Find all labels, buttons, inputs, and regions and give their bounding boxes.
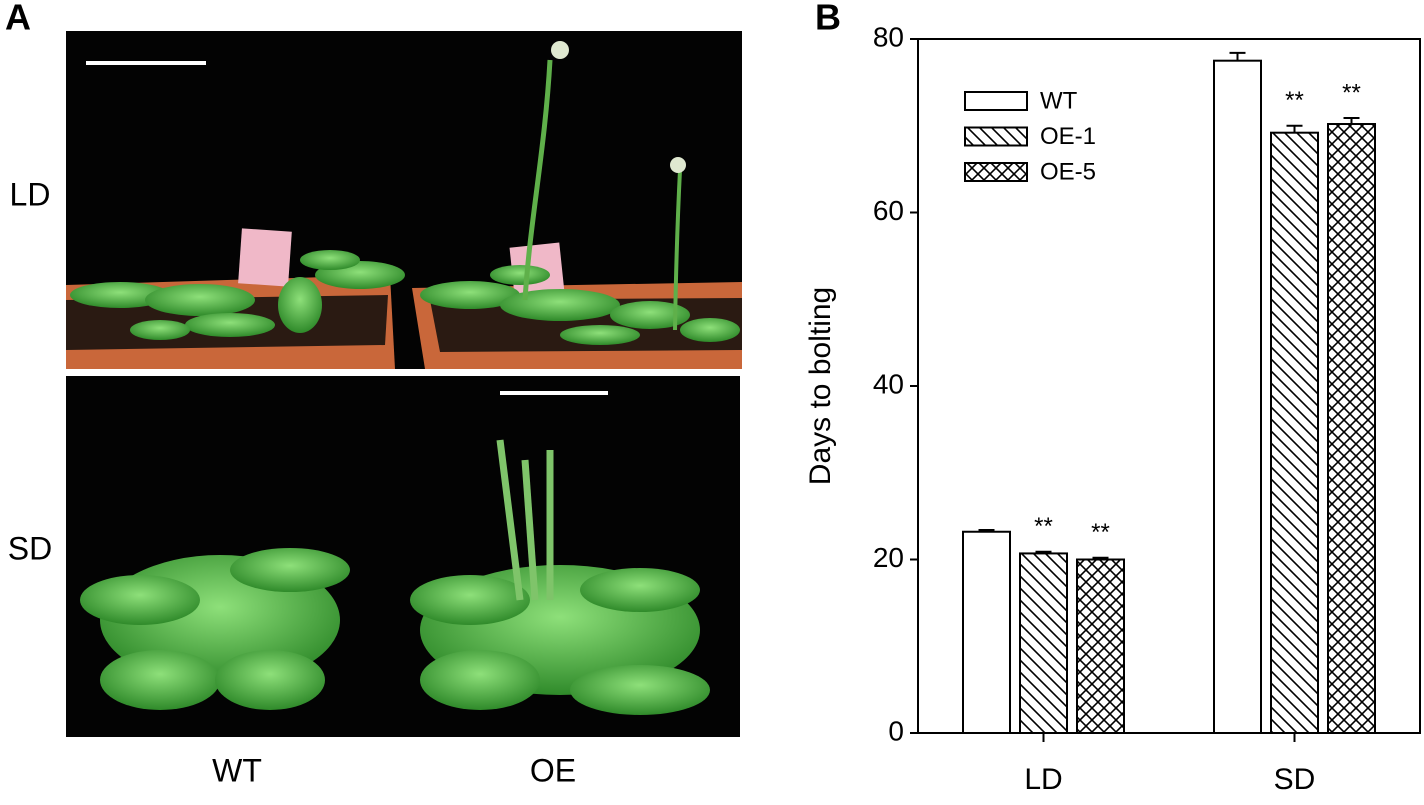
legend-label: WT (1040, 87, 1078, 114)
significance-label: ** (1285, 87, 1304, 114)
y-tick-label: 0 (888, 715, 904, 746)
error-bar (978, 529, 995, 532)
significance-label: ** (1091, 519, 1110, 546)
significance-label: ** (1034, 513, 1053, 540)
error-bar (1229, 51, 1246, 61)
y-tick-label: 40 (873, 368, 904, 399)
error-bar (1092, 556, 1109, 560)
bar (1213, 59, 1262, 734)
row-label: SD (8, 530, 52, 566)
legend-label: OE-1 (1040, 123, 1096, 150)
bar (1019, 552, 1068, 734)
y-tick-label: 60 (873, 195, 904, 226)
error-bar (1286, 124, 1303, 133)
panel-label: A (5, 0, 31, 38)
bar (1076, 558, 1125, 734)
legend-swatch (964, 162, 1028, 182)
error-bar (1343, 116, 1360, 125)
bar (962, 530, 1011, 734)
x-tick-label: SD (1274, 763, 1316, 796)
bar (1270, 131, 1319, 734)
y-tick-label: 80 (873, 21, 904, 52)
column-label: WT (212, 752, 262, 788)
legend-swatch (964, 91, 1028, 111)
photo-sd (66, 376, 740, 737)
x-tick-label: LD (1024, 763, 1062, 796)
significance-label: ** (1342, 79, 1361, 106)
column-label: OE (530, 752, 576, 788)
legend-label: OE-5 (1040, 158, 1096, 185)
y-axis-label: Days to bolting (804, 287, 837, 485)
row-label: LD (10, 176, 51, 212)
y-tick-label: 20 (873, 542, 904, 573)
error-bar (1035, 550, 1052, 554)
panel-label: B (815, 0, 841, 38)
bar (1327, 123, 1376, 734)
legend-swatch (964, 126, 1028, 147)
photo-ld (66, 31, 742, 369)
